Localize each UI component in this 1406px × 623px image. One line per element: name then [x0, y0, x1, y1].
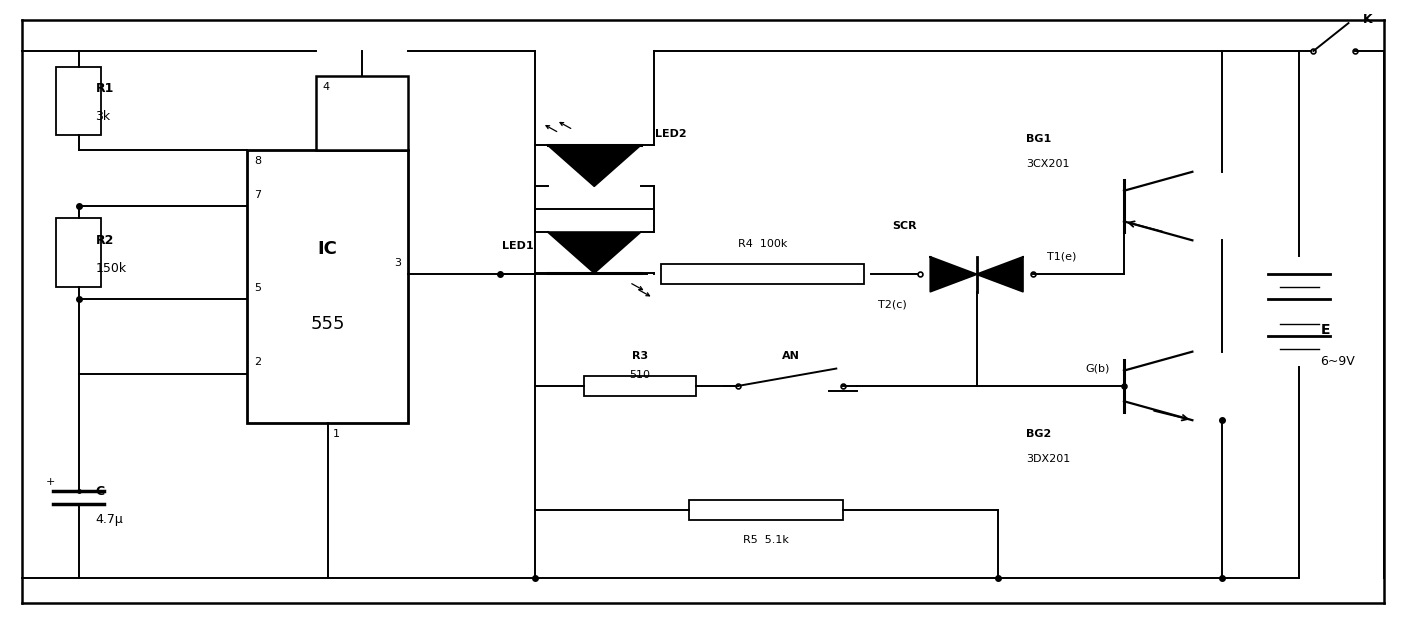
- Text: BG2: BG2: [1026, 429, 1052, 439]
- Text: R4  100k: R4 100k: [738, 239, 787, 249]
- Polygon shape: [548, 145, 641, 186]
- Text: 2: 2: [254, 358, 262, 368]
- Text: R1: R1: [96, 82, 114, 95]
- Text: C: C: [96, 485, 104, 498]
- Bar: [56, 67, 101, 135]
- Bar: [689, 500, 844, 520]
- Text: 150k: 150k: [96, 262, 127, 275]
- Text: +: +: [46, 477, 55, 487]
- Text: E: E: [1320, 323, 1330, 337]
- Text: 1: 1: [333, 429, 340, 439]
- Text: K: K: [1362, 13, 1372, 26]
- Text: 3: 3: [394, 258, 401, 268]
- Text: 4.7μ: 4.7μ: [96, 513, 124, 526]
- Text: 8: 8: [254, 156, 262, 166]
- Text: 7: 7: [254, 190, 262, 200]
- Text: R3: R3: [631, 351, 648, 361]
- Bar: [316, 76, 408, 150]
- Text: 6~9V: 6~9V: [1320, 354, 1355, 368]
- Text: R5  5.1k: R5 5.1k: [744, 535, 789, 545]
- Text: R2: R2: [96, 234, 114, 247]
- Polygon shape: [931, 257, 977, 292]
- Text: 5: 5: [254, 283, 262, 293]
- Polygon shape: [977, 257, 1024, 292]
- Text: G(b): G(b): [1085, 364, 1109, 374]
- Text: IC: IC: [318, 240, 337, 259]
- Text: 3k: 3k: [96, 110, 111, 123]
- Bar: [56, 219, 101, 287]
- Text: LED2: LED2: [655, 129, 686, 139]
- Text: 510: 510: [630, 369, 651, 380]
- Text: AN: AN: [782, 351, 800, 361]
- Bar: [247, 150, 408, 423]
- Text: 4: 4: [323, 82, 330, 92]
- Text: 3DX201: 3DX201: [1026, 454, 1070, 464]
- Text: SCR: SCR: [893, 221, 917, 231]
- Bar: [661, 264, 865, 284]
- Text: 555: 555: [311, 315, 344, 333]
- Text: BG1: BG1: [1026, 134, 1052, 144]
- Text: T1(e): T1(e): [1047, 252, 1076, 262]
- Text: T2(c): T2(c): [877, 299, 907, 309]
- Text: 3CX201: 3CX201: [1026, 159, 1069, 169]
- Bar: [583, 376, 696, 396]
- Polygon shape: [548, 232, 641, 273]
- Text: LED1: LED1: [502, 241, 534, 251]
